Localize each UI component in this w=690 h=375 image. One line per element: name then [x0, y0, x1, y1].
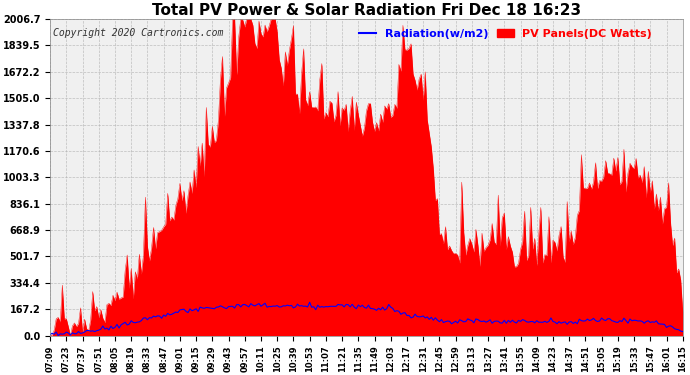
- Legend: Radiation(w/m2), PV Panels(DC Watts): Radiation(w/m2), PV Panels(DC Watts): [355, 24, 657, 44]
- Text: Copyright 2020 Cartronics.com: Copyright 2020 Cartronics.com: [53, 28, 224, 39]
- Title: Total PV Power & Solar Radiation Fri Dec 18 16:23: Total PV Power & Solar Radiation Fri Dec…: [152, 3, 581, 18]
